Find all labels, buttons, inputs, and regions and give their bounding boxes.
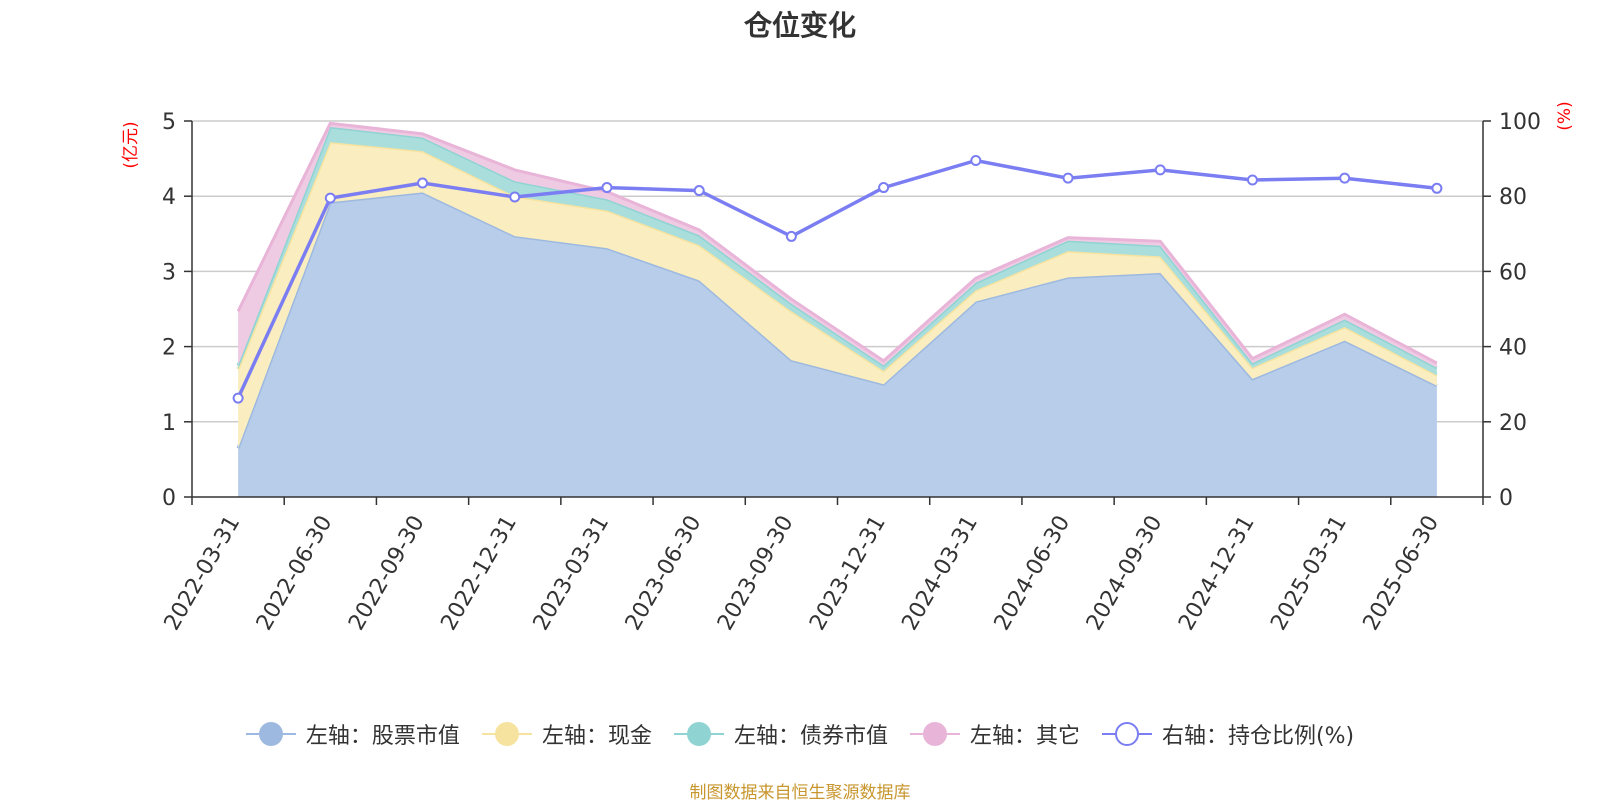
holding-ratio-point <box>509 191 521 203</box>
legend-item-1[interactable]: 左轴：股票市值 <box>245 718 460 750</box>
x-tick-label: 2023-09-30 <box>713 512 799 635</box>
legend-marker-icon <box>1101 721 1152 747</box>
holding-ratio-point <box>970 154 982 166</box>
holding-ratio-point <box>1246 174 1258 186</box>
legend-label: 左轴：其它 <box>969 724 1080 749</box>
holding-ratio-line <box>236 158 1438 399</box>
legend-item-3[interactable]: 左轴：债券市值 <box>673 718 888 750</box>
legend-item-2[interactable]: 左轴：现金 <box>481 718 652 750</box>
legend-marker-icon <box>481 721 532 747</box>
holding-ratio-point <box>601 182 613 194</box>
x-tick-label: 2024-06-30 <box>990 512 1076 635</box>
right-tick-label: 20 <box>1499 411 1527 436</box>
left-tick-label: 0 <box>162 486 176 511</box>
left-tick-label: 3 <box>162 260 176 285</box>
right-tick-label: 60 <box>1499 260 1527 285</box>
x-tick-label: 2022-06-30 <box>252 512 338 635</box>
holding-ratio-point <box>785 230 797 242</box>
legend-marker-icon <box>245 721 296 747</box>
legend-marker-icon <box>909 721 960 747</box>
holding-ratio-point <box>878 182 890 194</box>
data-source-note: 制图数据来自恒生聚源数据库 <box>689 783 911 803</box>
chart-title: 仓位变化 <box>743 9 856 42</box>
area-series-1 <box>238 192 1437 497</box>
x-tick-label: 2023-06-30 <box>621 512 707 635</box>
holding-ratio-point <box>232 392 244 404</box>
legend-item-5[interactable]: 右轴：持仓比例(%) <box>1101 718 1355 750</box>
legend-label: 左轴：现金 <box>541 724 652 749</box>
legend-label: 左轴：股票市值 <box>305 724 460 749</box>
right-tick-label: 0 <box>1499 486 1513 511</box>
holding-ratio-point <box>1062 172 1074 184</box>
area-series-4 <box>238 123 1437 368</box>
legend-item-4[interactable]: 左轴：其它 <box>909 718 1080 750</box>
x-tick-label: 2025-03-31 <box>1266 512 1352 635</box>
holding-ratio-point <box>1431 182 1443 194</box>
left-axis-unit: (亿元) <box>121 121 141 168</box>
area-series-2 <box>238 142 1437 449</box>
right-tick-label: 40 <box>1499 336 1527 361</box>
left-tick-label: 4 <box>162 185 176 210</box>
x-tick-label: 2024-12-31 <box>1174 512 1260 635</box>
holding-ratio-point <box>1339 172 1351 184</box>
legend-label: 左轴：债券市值 <box>733 724 888 749</box>
x-tick-label: 2024-03-31 <box>897 512 983 635</box>
area-series-4-edge <box>236 121 1438 365</box>
left-tick-label: 2 <box>162 336 176 361</box>
holding-ratio-point <box>417 177 429 189</box>
legend-marker-icon <box>673 721 724 747</box>
right-tick-label: 100 <box>1499 110 1541 135</box>
right-axis-unit: (%) <box>1555 101 1575 130</box>
x-tick-label: 2023-12-31 <box>805 512 891 635</box>
area-series-3 <box>238 127 1437 376</box>
holding-ratio-point <box>324 192 336 204</box>
x-tick-label: 2025-06-30 <box>1359 512 1445 635</box>
holding-ratio-point <box>693 185 705 197</box>
x-tick-label: 2023-03-31 <box>529 512 615 635</box>
x-tick-label: 2022-09-30 <box>344 512 430 635</box>
legend: 左轴：股票市值 左轴：现金 左轴：债券市值 左轴：其它 右轴：持仓比例(%) <box>0 718 1600 750</box>
x-tick-label: 2022-12-31 <box>436 512 522 635</box>
left-tick-label: 5 <box>162 110 176 135</box>
x-tick-label: 2024-09-30 <box>1082 512 1168 635</box>
right-tick-label: 80 <box>1499 185 1527 210</box>
holding-ratio-point <box>1154 164 1166 176</box>
left-tick-label: 1 <box>162 411 176 436</box>
x-tick-label: 2022-03-31 <box>160 512 246 635</box>
legend-label: 右轴：持仓比例(%) <box>1161 724 1355 749</box>
